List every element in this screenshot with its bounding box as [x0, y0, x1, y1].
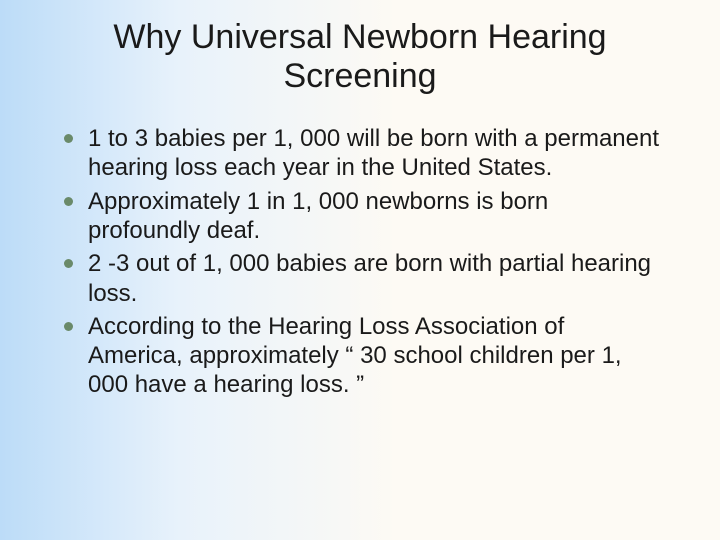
bullet-list: 1 to 3 babies per 1, 000 will be born wi… [50, 124, 670, 399]
slide-title: Why Universal Newborn Hearing Screening [50, 18, 670, 96]
list-item: Approximately 1 in 1, 000 newborns is bo… [60, 187, 660, 246]
slide: Why Universal Newborn Hearing Screening … [0, 0, 720, 540]
list-item: According to the Hearing Loss Associatio… [60, 312, 660, 400]
list-item: 1 to 3 babies per 1, 000 will be born wi… [60, 124, 660, 183]
list-item: 2 -3 out of 1, 000 babies are born with … [60, 249, 660, 308]
